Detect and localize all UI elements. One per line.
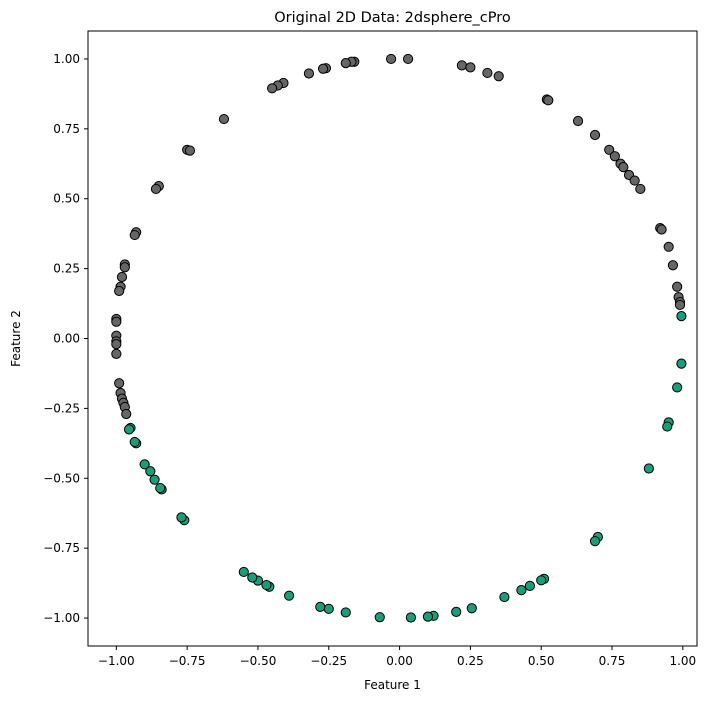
data-point — [267, 83, 278, 94]
data-point — [499, 591, 510, 603]
data-point — [672, 382, 683, 393]
y-tick-label: 0.75 — [53, 122, 80, 136]
data-point — [572, 115, 584, 127]
data-point — [303, 68, 315, 79]
data-point — [123, 424, 135, 435]
data-point — [536, 575, 547, 586]
data-point — [114, 285, 125, 297]
x-tick-label: 0.75 — [599, 654, 626, 668]
data-point — [340, 607, 351, 618]
data-point — [456, 60, 467, 71]
data-point — [218, 113, 230, 125]
data-point — [667, 260, 679, 271]
data-point — [139, 459, 150, 470]
data-points — [111, 53, 687, 623]
data-point — [385, 53, 397, 65]
y-tick-label: −0.25 — [43, 401, 80, 415]
plot-area — [87, 30, 698, 647]
data-point — [589, 536, 601, 547]
data-point — [676, 311, 687, 322]
data-point — [422, 611, 434, 622]
data-point — [374, 612, 385, 623]
data-point — [524, 580, 535, 591]
data-point — [129, 229, 140, 241]
data-point — [674, 299, 686, 311]
data-point — [589, 129, 601, 141]
y-tick-label: 0.25 — [53, 262, 80, 276]
data-point — [111, 338, 122, 350]
y-tick-label: −0.50 — [43, 471, 80, 485]
data-point — [643, 463, 654, 474]
x-tick-label: −0.50 — [240, 654, 277, 668]
data-point — [543, 95, 554, 106]
data-point — [315, 601, 326, 612]
y-axis: −1.00 −0.75 −0.50 −0.25 0.00 0.25 0.50 0.75 1.00 — [43, 52, 88, 625]
data-point — [114, 378, 125, 389]
data-point — [145, 466, 156, 477]
y-tick-label: 1.00 — [53, 52, 80, 66]
data-point — [340, 58, 351, 69]
data-point — [184, 145, 196, 156]
y-tick-label: −1.00 — [43, 611, 80, 625]
data-point — [116, 271, 128, 283]
data-point — [604, 144, 615, 155]
data-point — [238, 566, 249, 578]
x-tick-label: −0.25 — [310, 654, 347, 668]
data-point — [609, 151, 620, 162]
data-point — [111, 348, 122, 359]
data-point — [119, 262, 130, 273]
x-tick-label: 1.00 — [669, 654, 696, 668]
data-point — [402, 53, 414, 65]
data-point — [656, 224, 667, 235]
data-point — [318, 63, 329, 74]
data-point — [635, 183, 646, 195]
y-tick-label: 0.50 — [53, 192, 80, 206]
data-point — [482, 67, 493, 79]
data-point — [149, 474, 160, 485]
data-point — [121, 408, 132, 420]
x-axis-label: Feature 1 — [364, 678, 421, 692]
data-point — [516, 584, 527, 596]
data-point — [466, 603, 477, 614]
x-tick-label: 0.25 — [457, 654, 484, 668]
x-tick-label: 0.00 — [386, 654, 413, 668]
data-point — [261, 579, 272, 591]
y-tick-label: −0.75 — [43, 541, 80, 555]
data-point — [129, 436, 140, 448]
data-point — [662, 421, 673, 432]
data-point — [676, 358, 687, 369]
data-point — [155, 482, 166, 494]
x-axis: −1.00 −0.75 −0.50 −0.25 0.00 0.25 0.50 0.75 1.00 — [98, 646, 696, 668]
x-tick-label: −0.75 — [169, 654, 206, 668]
y-tick-label: 0.00 — [53, 332, 80, 346]
data-point — [493, 71, 504, 82]
data-point — [672, 281, 683, 292]
data-point — [176, 512, 187, 523]
chart-title: Original 2D Data: 2dsphere_cPro — [274, 10, 511, 26]
x-tick-label: −1.00 — [98, 654, 135, 668]
x-tick-label: 0.50 — [528, 654, 555, 668]
data-point — [284, 590, 295, 601]
y-axis-label: Feature 2 — [9, 310, 23, 367]
data-point — [247, 572, 258, 583]
data-point — [150, 183, 162, 195]
data-point — [465, 62, 476, 73]
data-point — [663, 241, 674, 252]
data-point — [451, 606, 462, 617]
data-point — [111, 316, 122, 327]
data-point — [405, 612, 417, 623]
data-point — [629, 175, 640, 186]
data-point — [618, 162, 629, 173]
data-point — [323, 603, 334, 614]
